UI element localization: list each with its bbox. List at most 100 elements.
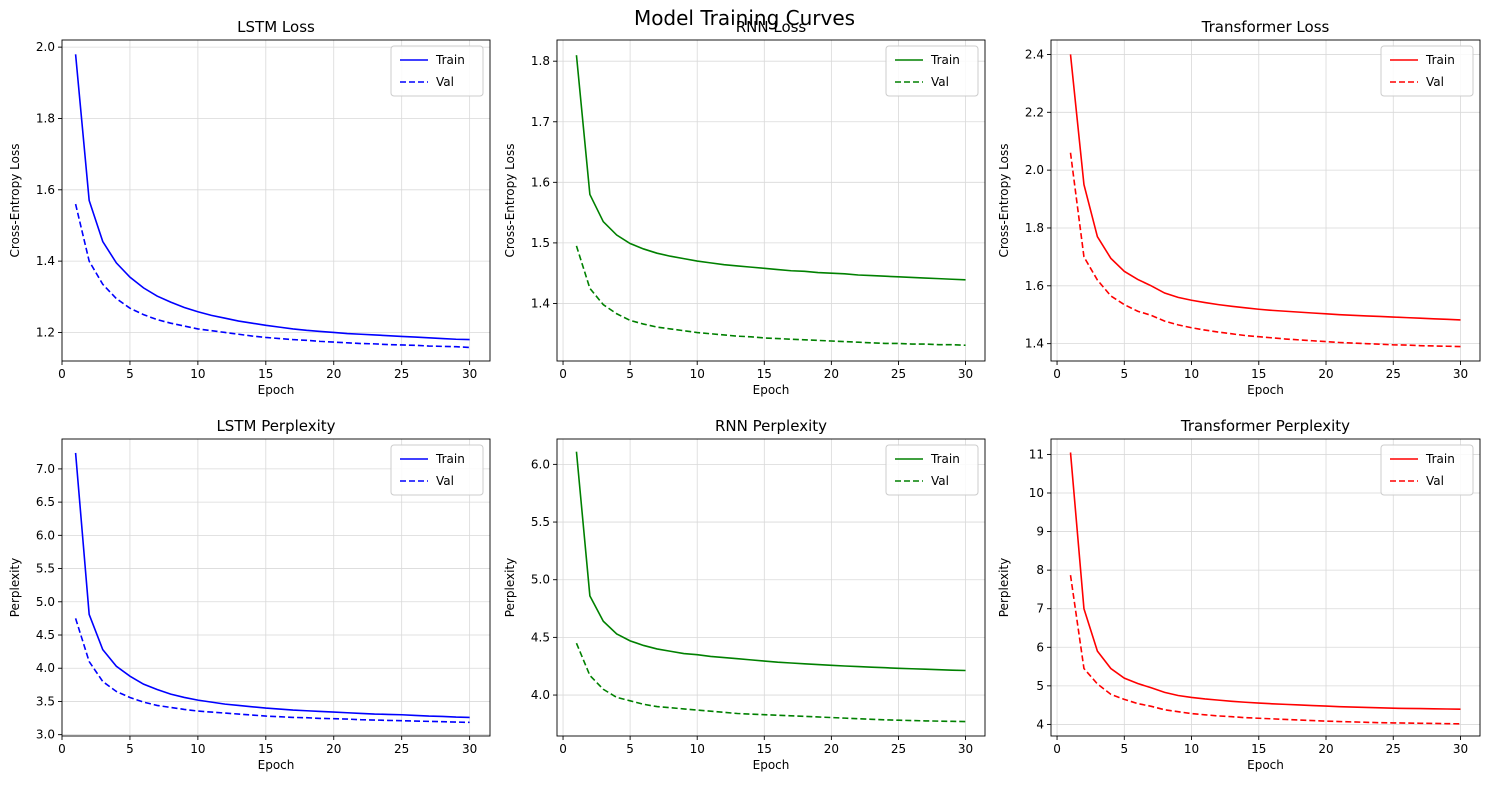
x-tick-label: 0 xyxy=(1053,742,1061,756)
x-axis-label: Epoch xyxy=(258,758,295,772)
x-tick-label: 10 xyxy=(190,367,205,381)
x-axis-label: Epoch xyxy=(258,383,295,397)
x-tick-label: 0 xyxy=(559,367,567,381)
x-tick-label: 30 xyxy=(958,367,973,381)
x-tick-label: 20 xyxy=(1318,742,1333,756)
x-tick-label: 0 xyxy=(58,367,66,381)
y-tick-label: 4.0 xyxy=(531,688,550,702)
y-axis-label: Cross-Entropy Loss xyxy=(8,144,22,258)
figure-title: Model Training Curves xyxy=(633,6,856,30)
x-axis-label: Epoch xyxy=(1247,758,1284,772)
y-tick-label: 1.8 xyxy=(1025,221,1044,235)
x-tick-label: 25 xyxy=(1386,367,1401,381)
series-line-train xyxy=(74,452,470,719)
x-tick-label: 20 xyxy=(824,742,839,756)
x-tick-label: 5 xyxy=(1120,742,1128,756)
y-tick-label: 9 xyxy=(1036,525,1044,539)
y-tick-label: 6.5 xyxy=(36,495,55,509)
subplot-0: 0 5 10 15 20 25 30 1.2 1.4 1.6 1.8 2.0 LSTM Loss Epoc… xyxy=(8,18,491,397)
x-tick-label: 20 xyxy=(326,367,341,381)
legend-label-train: Train xyxy=(930,53,960,67)
x-axis-label: Epoch xyxy=(753,383,790,397)
subplot-4: 0 5 10 15 20 25 30 4.0 4.5 5.0 5.5 6.0 RNN Perplexit… xyxy=(503,417,986,772)
y-tick-label: 11 xyxy=(1029,447,1044,461)
x-tick-label: 0 xyxy=(559,742,567,756)
x-tick-label: 5 xyxy=(126,742,134,756)
y-tick-label: 7 xyxy=(1036,602,1044,616)
legend: Train Val xyxy=(1380,444,1474,496)
x-tick-label: 5 xyxy=(626,367,634,381)
x-tick-label: 20 xyxy=(1318,367,1333,381)
y-tick-label: 4 xyxy=(1036,717,1044,731)
axes-frame xyxy=(61,39,491,362)
x-tick-label: 25 xyxy=(394,367,409,381)
y-tick-label: 2.0 xyxy=(36,40,55,54)
legend-box xyxy=(885,45,979,97)
subplot-5: 0 5 10 15 20 25 30 4 5 6 7 8 9 10 11 Transformer Perple… xyxy=(997,417,1481,772)
legend-label-train: Train xyxy=(1425,53,1455,67)
x-tick-label: 30 xyxy=(462,367,477,381)
legend-label-val: Val xyxy=(931,474,949,488)
y-tick-label: 1.4 xyxy=(531,296,550,310)
series-line-train xyxy=(575,451,966,672)
legend-label-val: Val xyxy=(1426,75,1444,89)
y-tick-label: 5 xyxy=(1036,679,1044,693)
y-tick-label: 1.4 xyxy=(1025,337,1044,351)
y-tick-label: 1.6 xyxy=(36,183,55,197)
y-tick-label: 1.2 xyxy=(36,325,55,339)
legend-label-train: Train xyxy=(930,452,960,466)
legend-box xyxy=(885,444,979,496)
y-axis-label: Perplexity xyxy=(503,558,517,618)
axes-frame xyxy=(1050,438,1481,737)
y-tick-label: 1.6 xyxy=(1025,279,1044,293)
legend-label-train: Train xyxy=(435,53,465,67)
subplot-title: Transformer Perplexity xyxy=(1180,417,1350,435)
x-tick-label: 0 xyxy=(58,742,66,756)
y-tick-label: 3.0 xyxy=(36,728,55,742)
subplot-2: 0 5 10 15 20 25 30 1.4 1.6 1.8 2.0 2.2 2.4 Transforme… xyxy=(997,18,1481,397)
series-line-train xyxy=(1069,452,1461,710)
y-tick-label: 1.5 xyxy=(531,236,550,250)
y-axis-label: Perplexity xyxy=(8,558,22,618)
x-tick-label: 25 xyxy=(891,367,906,381)
y-axis-label: Perplexity xyxy=(997,558,1011,618)
legend: Train Val xyxy=(1380,45,1474,97)
series-line-val xyxy=(74,203,470,349)
axes-frame xyxy=(556,39,986,362)
subplot-1: 0 5 10 15 20 25 30 1.4 1.5 1.6 1.7 1.8 RNN Loss Epoch… xyxy=(503,18,986,397)
series-line-val xyxy=(74,618,470,724)
x-tick-label: 25 xyxy=(394,742,409,756)
series-line-train xyxy=(74,54,470,341)
subplot-3: 0 5 10 15 20 25 30 3.0 3.5 4.0 4.5 5.0 5.5 6.0 6.5 7.0 L… xyxy=(8,417,491,772)
x-tick-label: 10 xyxy=(190,742,205,756)
y-tick-label: 8 xyxy=(1036,563,1044,577)
y-tick-label: 2.2 xyxy=(1025,105,1044,119)
y-axis-label: Cross-Entropy Loss xyxy=(997,144,1011,258)
x-tick-label: 10 xyxy=(690,367,705,381)
y-tick-label: 5.0 xyxy=(36,595,55,609)
series-line-train xyxy=(1069,54,1461,321)
legend-box xyxy=(1380,45,1474,97)
subplot-title: Transformer Loss xyxy=(1201,18,1330,36)
x-tick-label: 20 xyxy=(326,742,341,756)
x-tick-label: 0 xyxy=(1053,367,1061,381)
y-tick-label: 5.0 xyxy=(531,573,550,587)
legend: Train Val xyxy=(885,444,979,496)
series-line-val xyxy=(1069,575,1461,725)
subplot-title: LSTM Loss xyxy=(237,18,315,36)
legend-label-val: Val xyxy=(1426,474,1444,488)
legend-label-train: Train xyxy=(435,452,465,466)
legend-label-val: Val xyxy=(436,474,454,488)
legend-box xyxy=(390,45,484,97)
x-tick-label: 30 xyxy=(462,742,477,756)
y-tick-label: 1.6 xyxy=(531,175,550,189)
x-tick-label: 25 xyxy=(891,742,906,756)
x-axis-label: Epoch xyxy=(1247,383,1284,397)
legend: Train Val xyxy=(390,444,484,496)
subplot-title: LSTM Perplexity xyxy=(216,417,335,435)
y-tick-label: 5.5 xyxy=(531,515,550,529)
x-tick-label: 30 xyxy=(1453,367,1468,381)
y-tick-label: 6.0 xyxy=(36,528,55,542)
legend-box xyxy=(390,444,484,496)
